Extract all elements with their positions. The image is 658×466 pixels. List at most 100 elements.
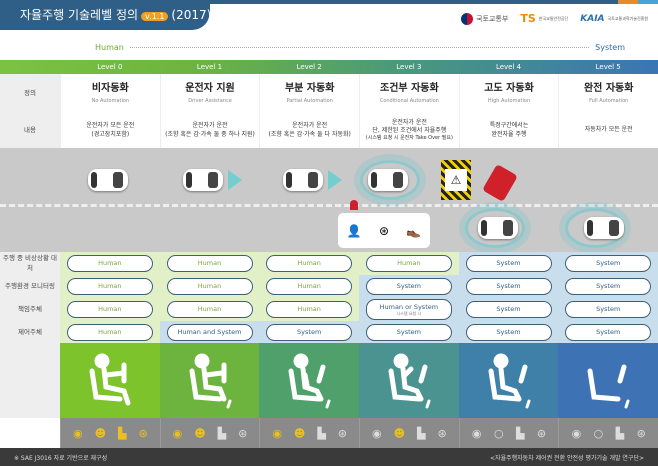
page-title: 자율주행 기술레벨 정의 v.1.1 (2017) [20, 8, 212, 22]
steering-wheel-icon: ⊛ [378, 223, 390, 238]
driver-assisted-icon [159, 343, 260, 418]
role-pill: Human [166, 255, 253, 272]
content-line: 운전자가 운전 [292, 121, 328, 129]
role-pill: System [266, 324, 353, 341]
car-icon [283, 169, 323, 191]
row-label: 내용 [0, 113, 60, 148]
role-pill: Human [266, 255, 353, 272]
eye-icon: ◉ [372, 426, 382, 440]
level-5: Level 5 [595, 63, 621, 71]
human-system-scale: Human System [95, 43, 625, 52]
matrix-row-fallback: 주행 중 비상상황 대처 Human Human Human Human Sys… [0, 252, 658, 275]
matrix-row-responsibility: 책임주체 Human Human Human Human or System 시스… [0, 298, 658, 321]
def-en: No Automation [91, 98, 130, 105]
eye-icon: ◉ [571, 426, 582, 440]
matrix-row-monitoring: 주행환경 모니터링 Human Human Human System Syste… [0, 275, 658, 298]
level-1: Level 1 [196, 63, 223, 71]
sensor-beam [328, 170, 342, 190]
ts-logo: TS 한국교통안전공단 [520, 12, 569, 25]
car-icon [88, 169, 128, 191]
eye-icon: ◉ [471, 426, 482, 440]
role-pill: Human [266, 301, 353, 318]
eye-icon: ◉ [72, 426, 83, 440]
role-pill: System [565, 278, 652, 295]
role-pill: Human [365, 255, 452, 272]
eye-icon: ◉ [172, 426, 183, 440]
lane-marking [0, 204, 658, 207]
foot-icon: ▙ [317, 426, 326, 440]
def-ko: 고도 자동화 [484, 82, 534, 94]
role-pill: Human [66, 301, 153, 318]
driver-resting-icon [458, 343, 559, 418]
brain-icon: ☻ [94, 426, 107, 440]
driver-hands-on-icon [60, 343, 160, 418]
kaia-logo: KAIA 국토교통과학기술진흥원 [580, 13, 648, 24]
content-line: 단, 제한된 조건에서 자율주행 [372, 127, 447, 135]
steering-wheel-icon: ⊛ [337, 426, 347, 440]
role-pill: System [565, 301, 652, 318]
role-pill: System [465, 301, 552, 318]
role-pill: System [365, 278, 452, 295]
driver-phone-icon [359, 343, 459, 418]
role-pill: Human [66, 324, 153, 341]
def-ko: 운전자 지원 [185, 82, 235, 94]
def-ko: 조건부 자동화 [380, 82, 439, 94]
warning-sign-icon: ⚠ [441, 160, 471, 200]
content-row: 내용 운전자가 모든 운전 (경고장치포함) 운전자가 운전 (조향 혹은 감·가속… [0, 113, 658, 148]
def-ko: 비자동화 [91, 82, 129, 94]
role-pill: Human [66, 278, 153, 295]
driver-hands-off-icon [259, 343, 360, 418]
row-label: 주행 중 비상상황 대처 [0, 252, 60, 275]
driver-icon: 👤 [346, 223, 362, 238]
car-icon [368, 169, 408, 191]
role-pill: Human and System [166, 324, 253, 341]
content-line: (조향 혹은 감·가속 둘 다 자동화) [268, 130, 351, 138]
role-pill: Human [166, 278, 253, 295]
header: 자율주행 기술레벨 정의 v.1.1 (2017) 국토교통부 TS 한국교통안전공단… [0, 0, 658, 40]
steering-wheel-icon: ⊛ [238, 426, 248, 440]
matrix-row-control: 제어주체 Human Human and System System Syste… [0, 321, 658, 344]
version-badge: v.1.1 [141, 12, 169, 21]
brain-icon: ○ [493, 426, 504, 440]
content-line: 운전자가 운전 [391, 119, 427, 127]
foot-icon: ▙ [217, 426, 227, 440]
car-icon [478, 217, 518, 239]
car-icon [183, 169, 223, 191]
def-en: High Automation [487, 98, 531, 105]
steering-wheel-icon: ⊛ [437, 426, 447, 440]
role-pill: System [565, 255, 652, 272]
def-ko: 부분 자동화 [284, 82, 335, 94]
row-label: 제어주체 [0, 321, 60, 344]
footer: ※ SAE J3016 자료 기반으로 재구성 <자율주행자동차 제어권 전환 … [0, 448, 658, 466]
role-pill: System [465, 324, 552, 341]
role-pill: Human or System 시스템 요청 시 [365, 299, 452, 320]
content-line: (경고장치포함) [91, 130, 130, 138]
def-ko: 완전 자동화 [583, 82, 634, 94]
brain-icon: ☻ [293, 426, 306, 440]
role-pill: System [465, 255, 552, 272]
content-line: 운전자가 운전 [192, 121, 228, 129]
steering-wheel-icon: ⊛ [636, 426, 646, 440]
brain-icon: ☻ [393, 426, 406, 440]
role-pill: Human [166, 301, 253, 318]
role-pill: Human [266, 278, 353, 295]
sensor-ring [465, 208, 525, 248]
foot-icon: ▙ [516, 426, 525, 440]
foot-icon: ▙ [615, 426, 625, 440]
level-2: Level 2 [296, 63, 322, 71]
content-line: 특정구간에서는 [489, 121, 529, 129]
ministry-logo: 국토교통부 [461, 12, 508, 25]
level-3: Level 3 [396, 63, 422, 71]
sensor-beam [228, 170, 242, 190]
role-pill: System [565, 324, 652, 341]
footer-source-note: ※ SAE J3016 자료 기반으로 재구성 [14, 454, 108, 462]
car-icon [584, 217, 624, 239]
def-en: Full Automation [589, 98, 629, 105]
pedal-icon: 👞 [406, 223, 422, 238]
sensory-icons-row: ◉ ☻ ▙ ⊛ ◉ ☻ ▙ ⊛ ◉ ☻ ▙ ⊛ ◉ ☻ ▙ ⊛ ◉ ○ ▙ ⊛ ◉ ○ ▙ ⊛ [0, 418, 658, 448]
eye-icon: ◉ [272, 426, 282, 440]
def-en: Driver Assistance [188, 98, 232, 105]
def-en: Partial Automation [286, 98, 333, 105]
level-0: Level 0 [97, 63, 123, 71]
footer-credit: <자율주행자동차 제어권 전환 안전성 평가기술 개발 연구단> [490, 454, 644, 462]
